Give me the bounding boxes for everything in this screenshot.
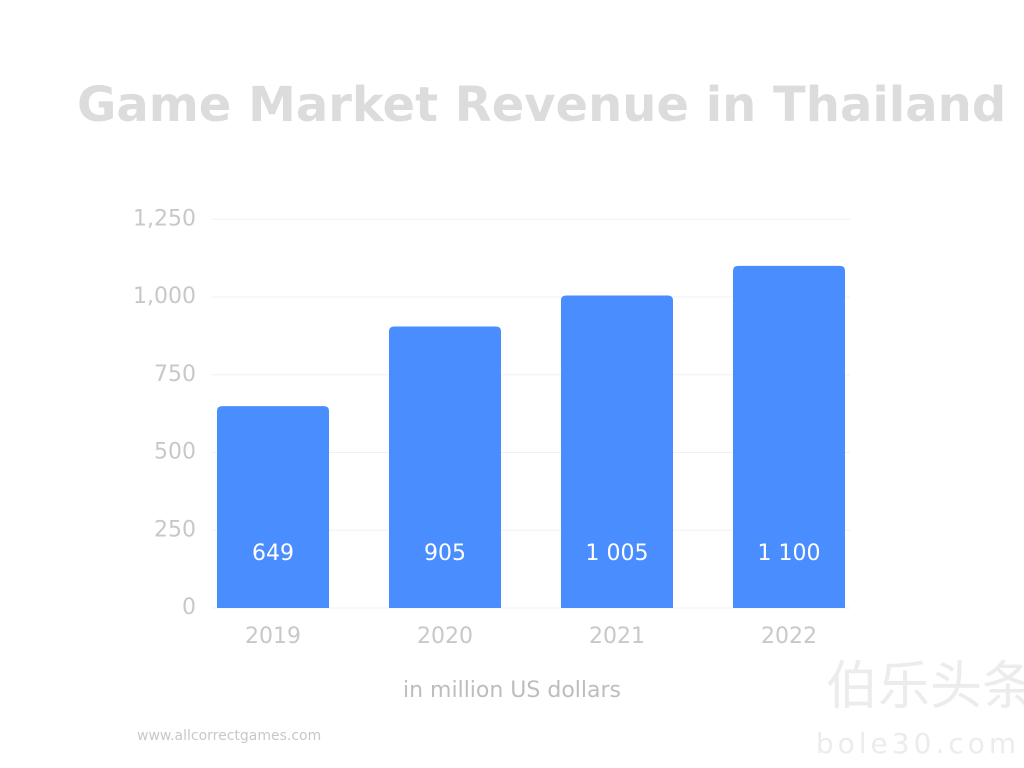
y-tick-label: 0 bbox=[182, 595, 196, 620]
bar bbox=[733, 265, 845, 608]
value-label: 1 100 bbox=[758, 541, 821, 566]
y-tick-label: 500 bbox=[154, 440, 196, 465]
bar bbox=[217, 406, 329, 608]
value-label: 649 bbox=[252, 541, 294, 566]
value-label: 1 005 bbox=[586, 541, 649, 566]
x-axis-label: in million US dollars bbox=[403, 678, 621, 703]
x-tick-label: 2022 bbox=[761, 624, 817, 649]
y-tick-label: 1,000 bbox=[133, 284, 196, 309]
x-tick-label: 2021 bbox=[589, 624, 645, 649]
source: www.allcorrectgames.com bbox=[137, 728, 321, 744]
bar bbox=[561, 295, 673, 608]
watermark-site: bole30.com bbox=[816, 727, 1020, 760]
y-tick-label: 250 bbox=[154, 517, 196, 542]
bar bbox=[389, 326, 501, 608]
y-tick-label: 750 bbox=[154, 362, 196, 387]
y-tick-label: 1,250 bbox=[133, 206, 196, 231]
x-tick-label: 2020 bbox=[417, 624, 473, 649]
chart-title: Game Market Revenue in Thailand bbox=[77, 77, 1006, 133]
x-tick-label: 2019 bbox=[245, 624, 301, 649]
watermark-logo: 伯乐头条 bbox=[826, 657, 1024, 717]
value-label: 905 bbox=[424, 541, 466, 566]
